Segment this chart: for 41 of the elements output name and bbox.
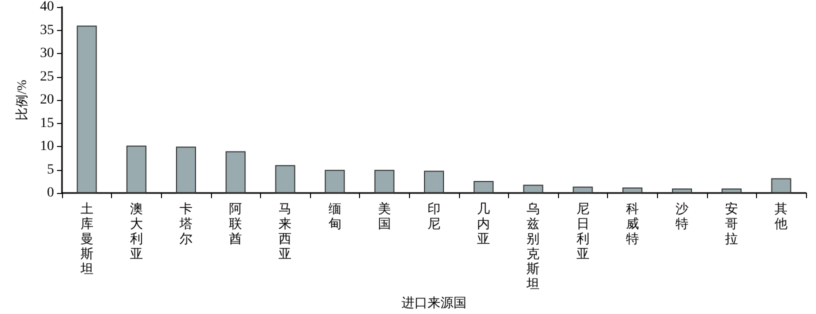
x-tick-label: 沙特 [676, 201, 688, 232]
x-tick-label: 其他 [774, 201, 788, 232]
x-tick-label: 尼日利亚 [576, 201, 590, 262]
y-tick-label: 0 [47, 186, 54, 201]
x-axis-title: 进口来源国 [402, 295, 466, 310]
bar [275, 165, 296, 194]
x-tick-label: 土库曼斯坦 [79, 201, 94, 276]
x-tick-label: 澳大利亚 [130, 201, 143, 262]
y-tick-label: 15 [40, 116, 54, 131]
y-tick-label: 25 [40, 69, 54, 84]
bar [672, 188, 692, 194]
bar [176, 146, 196, 194]
bar [474, 181, 494, 194]
bar [374, 170, 394, 194]
y-axis-title: 比例/% [14, 80, 29, 120]
x-tick-label: 印尼 [428, 201, 440, 232]
x-tick-label: 几内亚 [477, 201, 490, 246]
x-tick-label: 美国 [378, 201, 391, 232]
bar [572, 186, 593, 194]
bar [722, 188, 742, 194]
x-tick-label: 科威特 [626, 201, 639, 246]
x-tick-label: 乌兹别克斯坦 [526, 201, 540, 292]
x-tick-label: 阿联酋 [229, 201, 242, 246]
bar [226, 151, 246, 194]
y-tick-label: 10 [40, 139, 54, 154]
y-tick-label: 35 [40, 22, 54, 38]
y-tick-label: 20 [40, 92, 54, 108]
bar [424, 170, 444, 194]
y-tick-label: 40 [40, 0, 54, 14]
x-tick-label: 卡塔尔 [178, 201, 192, 246]
bar [523, 184, 544, 194]
bar [622, 188, 642, 194]
x-tick-label: 马来西亚 [278, 201, 292, 262]
y-tick-label: 30 [40, 46, 54, 62]
bar [76, 26, 97, 194]
bar [324, 170, 345, 194]
x-tick-label: 安哥拉 [725, 201, 738, 246]
y-tick-label: 5 [47, 162, 54, 178]
bar [126, 146, 146, 194]
x-tick-label: 缅甸 [328, 201, 342, 232]
bar [771, 178, 792, 194]
